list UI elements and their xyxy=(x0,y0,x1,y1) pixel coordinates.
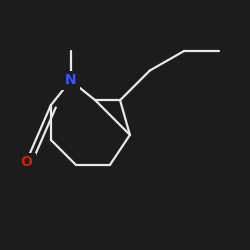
FancyBboxPatch shape xyxy=(17,153,36,172)
Text: O: O xyxy=(20,155,32,169)
FancyBboxPatch shape xyxy=(61,71,80,90)
Text: N: N xyxy=(65,74,76,88)
